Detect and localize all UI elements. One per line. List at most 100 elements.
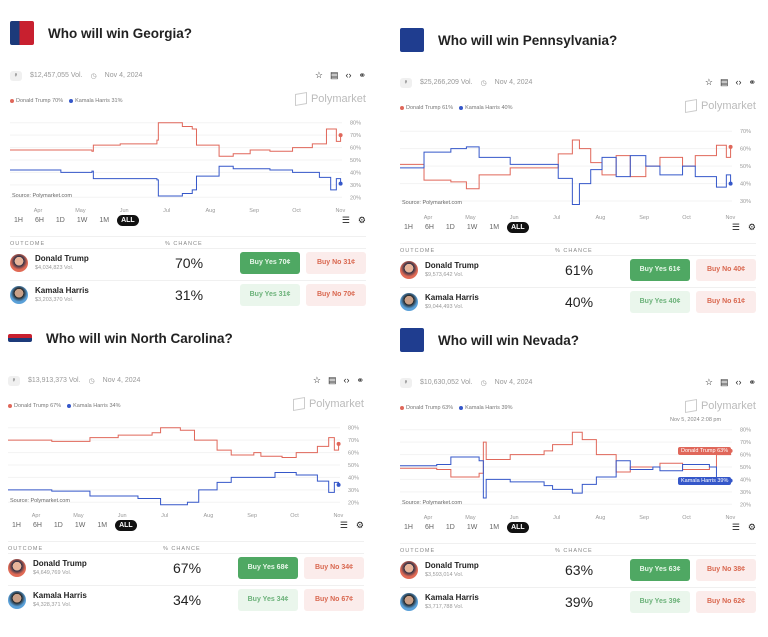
buy-no-button[interactable]: Buy No 67¢ xyxy=(304,589,364,611)
sliders-icon[interactable]: ☰ xyxy=(341,215,350,225)
timeframe-all[interactable]: ALL xyxy=(115,520,137,531)
buy-yes-button[interactable]: Buy Yes 40¢ xyxy=(630,291,690,313)
outcome-row[interactable]: Kamala Harris $4,328,371 Vol. 34% Buy Yes 3… xyxy=(8,585,364,615)
outcome-row[interactable]: Kamala Harris $3,717,788 Vol. 39% Buy Yes 3… xyxy=(400,587,756,617)
outcome-header: OUTCOME % CHANCE xyxy=(8,541,364,552)
price-chart[interactable]: 70% 60% 50% 40% 30% Apr May Jun Jul Aug Sep Oct Nov S… xyxy=(400,122,756,220)
x-tick-label: Aug xyxy=(203,513,213,518)
timeframe-1m[interactable]: 1M xyxy=(99,217,110,224)
star-icon[interactable]: ☆ xyxy=(312,375,321,385)
timeframe-1d[interactable]: 1D xyxy=(445,524,455,531)
link-icon[interactable]: ⚭ xyxy=(748,377,756,387)
star-icon[interactable]: ☆ xyxy=(704,77,713,87)
outcome-row[interactable]: Donald Trump $4,649,769 Vol. 67% Buy Yes 68… xyxy=(8,553,364,583)
timeframe-1d[interactable]: 1D xyxy=(445,224,455,231)
settings-icon[interactable]: ⚙ xyxy=(747,522,756,532)
settings-icon[interactable]: ⚙ xyxy=(357,215,366,225)
outcome-row[interactable]: Donald Trump $4,034,823 Vol. 70% Buy Yes 70… xyxy=(10,248,366,278)
timeframe-6h[interactable]: 6H xyxy=(34,217,44,224)
timeframe-1w[interactable]: 1W xyxy=(76,217,88,224)
trophy-icon: ♀ xyxy=(10,70,22,81)
outcome-chance: 40% xyxy=(565,294,594,310)
market-meta: ♀ $13,913,373 Vol. ◷ Nov 4, 2024 ☆ ▤ ‹› ⚭ xyxy=(8,375,364,386)
outcome-volume: $4,649,769 Vol. xyxy=(33,570,72,576)
timeframe-1w[interactable]: 1W xyxy=(466,224,478,231)
outcome-name: Kamala Harris xyxy=(33,591,87,600)
timeframe-1d[interactable]: 1D xyxy=(53,522,63,529)
timeframe-6h[interactable]: 6H xyxy=(424,224,434,231)
outcome-volume: $9,044,493 Vol. xyxy=(425,304,464,310)
buy-yes-button[interactable]: Buy Yes 61¢ xyxy=(630,259,690,281)
timeframe-1w[interactable]: 1W xyxy=(74,522,86,529)
outcome-row[interactable]: Kamala Harris $9,044,493 Vol. 40% Buy Yes 4… xyxy=(400,287,756,317)
document-icon[interactable]: ▤ xyxy=(327,375,337,385)
timeframe-1d[interactable]: 1D xyxy=(55,217,65,224)
timeframe-1m[interactable]: 1M xyxy=(489,524,500,531)
harris-series-line xyxy=(10,165,342,197)
star-icon[interactable]: ☆ xyxy=(314,70,323,80)
outcome-row[interactable]: Kamala Harris $3,203,370 Vol. 31% Buy Yes 3… xyxy=(10,280,366,310)
timeframe-all[interactable]: ALL xyxy=(507,522,529,533)
buy-no-button[interactable]: Buy No 61¢ xyxy=(696,291,756,313)
embed-icon[interactable]: ‹› xyxy=(735,77,742,87)
timeframe-1w[interactable]: 1W xyxy=(466,524,478,531)
outcome-row[interactable]: Donald Trump $9,573,642 Vol. 61% Buy Yes 61… xyxy=(400,255,756,285)
document-icon[interactable]: ▤ xyxy=(329,70,339,80)
buy-no-button[interactable]: Buy No 40¢ xyxy=(696,259,756,281)
embed-icon[interactable]: ‹› xyxy=(345,70,352,80)
y-tick-label: 20% xyxy=(740,502,751,508)
timeframe-1m[interactable]: 1M xyxy=(97,522,108,529)
buy-no-button[interactable]: Buy No 62¢ xyxy=(696,591,756,613)
buy-no-button[interactable]: Buy No 34¢ xyxy=(304,557,364,579)
document-icon[interactable]: ▤ xyxy=(719,77,729,87)
buy-yes-button[interactable]: Buy Yes 70¢ xyxy=(240,252,300,274)
timeframe-1m[interactable]: 1M xyxy=(489,224,500,231)
logo-text: Polymarket xyxy=(700,100,756,112)
x-tick-label: Jul xyxy=(553,215,560,220)
timeframe-1h[interactable]: 1H xyxy=(12,522,21,529)
link-icon[interactable]: ⚭ xyxy=(748,77,756,87)
document-icon[interactable]: ▤ xyxy=(719,377,729,387)
price-chart[interactable]: 80% 70% 60% 50% 40% 30% 20% Apr May Jun Jul Aug Sep O… xyxy=(10,115,366,213)
buy-yes-button[interactable]: Buy Yes 63¢ xyxy=(630,559,690,581)
link-icon[interactable]: ⚭ xyxy=(358,70,366,80)
sliders-icon[interactable]: ☰ xyxy=(731,522,740,532)
buy-yes-button[interactable]: Buy Yes 31¢ xyxy=(240,284,300,306)
star-icon[interactable]: ☆ xyxy=(704,377,713,387)
timeframe-1h[interactable]: 1H xyxy=(14,217,23,224)
x-tick-label: Apr xyxy=(424,515,433,520)
embed-icon[interactable]: ‹› xyxy=(735,377,742,387)
buy-yes-button[interactable]: Buy Yes 68¢ xyxy=(238,557,298,579)
buy-no-button[interactable]: Buy No 70¢ xyxy=(306,284,366,306)
price-chart[interactable]: 80% 70% 60% 50% 40% 30% 20% Apr May Jun Jul Aug Sep O… xyxy=(400,422,756,520)
outcome-header: OUTCOME % CHANCE xyxy=(400,243,756,254)
price-chart[interactable]: 80% 70% 60% 50% 40% 30% 20% Apr May Jun Jul Aug Sep O… xyxy=(8,420,364,518)
buy-yes-button[interactable]: Buy Yes 39¢ xyxy=(630,591,690,613)
timeframe-1h[interactable]: 1H xyxy=(404,224,413,231)
timeframe-all[interactable]: ALL xyxy=(507,222,529,233)
timeframe-6h[interactable]: 6H xyxy=(32,522,42,529)
chance-label: % CHANCE xyxy=(163,546,201,552)
y-tick-label: 40% xyxy=(740,477,751,483)
buy-no-button[interactable]: Buy No 31¢ xyxy=(306,252,366,274)
timeframe-1h[interactable]: 1H xyxy=(404,524,413,531)
settings-icon[interactable]: ⚙ xyxy=(747,222,756,232)
outcome-row[interactable]: Donald Trump $3,593,014 Vol. 63% Buy Yes 63… xyxy=(400,555,756,585)
market-title: Who will win North Carolina? xyxy=(46,330,233,346)
outcome-name: Donald Trump xyxy=(33,559,87,568)
buy-no-button[interactable]: Buy No 38¢ xyxy=(696,559,756,581)
sliders-icon[interactable]: ☰ xyxy=(731,222,740,232)
timeframe-6h[interactable]: 6H xyxy=(424,524,434,531)
link-icon[interactable]: ⚭ xyxy=(356,375,364,385)
timeframe-all[interactable]: ALL xyxy=(117,215,139,226)
market-header: Who will win Pennsylvania? xyxy=(400,27,617,53)
settings-icon[interactable]: ⚙ xyxy=(355,520,364,530)
sliders-icon[interactable]: ☰ xyxy=(339,520,348,530)
avatar xyxy=(10,286,28,304)
x-tick-label: Jun xyxy=(510,215,519,220)
buy-yes-button[interactable]: Buy Yes 34¢ xyxy=(238,589,298,611)
avatar xyxy=(8,591,26,609)
embed-icon[interactable]: ‹› xyxy=(343,375,350,385)
legend-dot xyxy=(459,105,464,110)
y-tick-label: 40% xyxy=(740,182,751,188)
